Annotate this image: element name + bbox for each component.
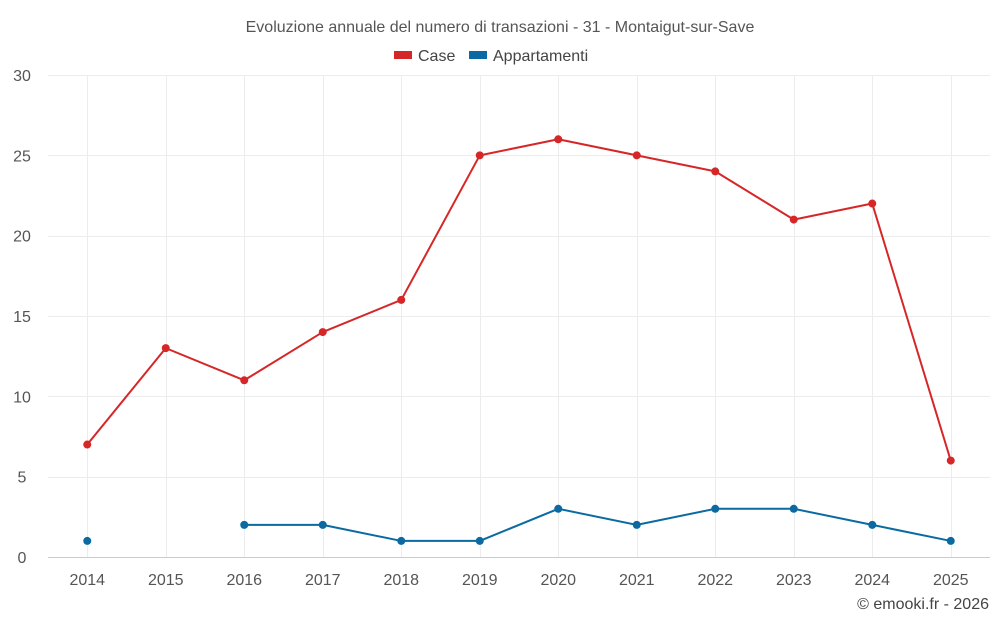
legend-item-appartamenti[interactable]: Appartamenti <box>469 48 588 65</box>
data-point-appartamenti-2017[interactable] <box>318 520 327 529</box>
legend: Case Appartamenti <box>394 48 588 65</box>
data-point-appartamenti-2021[interactable] <box>632 520 641 529</box>
y-tick-label-10: 10 <box>13 389 31 406</box>
data-point-case-2025[interactable] <box>946 456 955 465</box>
data-point-case-2024[interactable] <box>868 199 877 208</box>
y-tick-label-0: 0 <box>18 550 27 567</box>
x-tick-label-2024: 2024 <box>854 572 890 589</box>
data-point-appartamenti-2023[interactable] <box>789 504 798 513</box>
y-tick-label-15: 15 <box>13 309 31 326</box>
x-tick-label-2025: 2025 <box>933 572 969 589</box>
data-point-case-2019[interactable] <box>475 151 484 160</box>
credit: © emooki.fr - 2026 <box>857 596 989 613</box>
data-point-case-2022[interactable] <box>711 167 720 176</box>
data-point-appartamenti-2024[interactable] <box>868 520 877 529</box>
data-point-appartamenti-2022[interactable] <box>711 504 720 513</box>
x-axis-ticks: 2014 2015 2016 2017 2018 2019 2020 2021 2022 2023… <box>69 572 968 589</box>
data-point-case-2017[interactable] <box>318 328 327 337</box>
y-tick-label-20: 20 <box>13 229 31 246</box>
x-tick-label-2017: 2017 <box>305 572 341 589</box>
x-tick-label-2023: 2023 <box>776 572 812 589</box>
x-tick-label-2021: 2021 <box>619 572 655 589</box>
data-point-case-2023[interactable] <box>789 215 798 224</box>
data-point-appartamenti-2020[interactable] <box>554 504 563 513</box>
y-axis-ticks: 0 5 10 15 20 25 30 <box>13 68 31 567</box>
data-point-appartamenti-2025[interactable] <box>946 536 955 545</box>
data-point-case-2016[interactable] <box>240 376 249 385</box>
legend-label-case: Case <box>418 48 455 65</box>
data-point-appartamenti-2016[interactable] <box>240 520 249 529</box>
data-point-appartamenti-2018[interactable] <box>397 536 406 545</box>
series-case <box>83 135 955 465</box>
y-tick-label-5: 5 <box>18 470 27 487</box>
y-tick-label-25: 25 <box>13 148 31 165</box>
legend-item-case[interactable]: Case <box>394 48 455 65</box>
data-point-case-2018[interactable] <box>397 295 406 304</box>
data-point-case-2014[interactable] <box>83 440 92 449</box>
series-layer <box>83 135 955 545</box>
series-line-appartamenti-1 <box>244 507 951 542</box>
x-tick-label-2016: 2016 <box>226 572 262 589</box>
y-tick-label-30: 30 <box>13 68 31 85</box>
legend-swatch-appartamenti <box>469 51 487 59</box>
data-point-appartamenti-2019[interactable] <box>475 536 484 545</box>
x-tick-label-2015: 2015 <box>148 572 184 589</box>
series-line-case-0 <box>86 138 952 461</box>
x-tick-label-2020: 2020 <box>540 572 576 589</box>
data-point-appartamenti-2014[interactable] <box>83 536 92 545</box>
chart-title: Evoluzione annuale del numero di transaz… <box>246 19 755 36</box>
data-point-case-2021[interactable] <box>632 151 641 160</box>
series-appartamenti <box>83 504 955 545</box>
data-point-case-2015[interactable] <box>161 344 170 353</box>
data-point-case-2020[interactable] <box>554 135 563 144</box>
legend-label-appartamenti: Appartamenti <box>493 48 588 65</box>
x-tick-label-2022: 2022 <box>697 572 733 589</box>
x-tick-label-2014: 2014 <box>69 572 105 589</box>
x-tick-label-2018: 2018 <box>383 572 419 589</box>
x-tick-label-2019: 2019 <box>462 572 498 589</box>
legend-swatch-case <box>394 51 412 59</box>
